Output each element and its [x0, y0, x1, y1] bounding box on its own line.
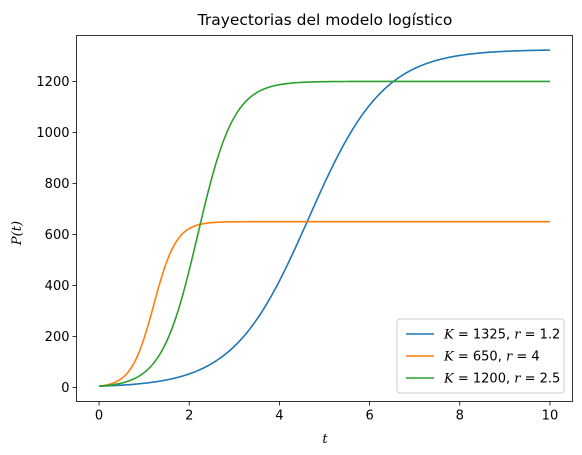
x-tick-label: 2 [185, 409, 193, 424]
legend: K = 1325, r = 1.2 K = 650, r = 4 K = 1200,… [396, 318, 565, 394]
legend-label: K = 1325, r = 1.2 [443, 328, 560, 343]
plot-frame [76, 35, 573, 402]
x-tick-label: 10 [542, 409, 559, 424]
series-line-2 [98, 220, 550, 387]
series-line-1 [99, 49, 550, 387]
y-tick-label: 1200 [36, 75, 69, 90]
legend-label: K = 650, r = 4 [443, 350, 540, 365]
y-axis-ticks: 0 200 400 600 800 1000 1200 [36, 75, 77, 396]
chart-title: Trayectorias del modelo logístico [197, 11, 453, 29]
x-tick-label: 6 [365, 409, 373, 424]
legend-label: K = 1200, r = 2.5 [443, 372, 560, 387]
y-tick-label: 600 [45, 228, 70, 243]
plot-lines [98, 49, 550, 387]
series-line-3 [98, 80, 550, 387]
x-tick-label: 8 [456, 409, 464, 424]
x-tick-label: 4 [275, 409, 283, 424]
x-axis-ticks: 0 2 4 6 8 10 [95, 401, 559, 424]
y-tick-label: 0 [61, 381, 69, 396]
y-tick-label: 1000 [36, 126, 69, 141]
y-tick-label: 400 [45, 279, 70, 294]
x-tick-label: 0 [95, 409, 103, 424]
svg-text:P(t): P(t) [10, 221, 25, 246]
y-tick-label: 200 [45, 330, 70, 345]
y-tick-label: 800 [45, 177, 70, 192]
legend-box [396, 318, 565, 394]
x-axis-label: t [322, 432, 328, 447]
y-axis-label: P(t) [10, 221, 25, 246]
